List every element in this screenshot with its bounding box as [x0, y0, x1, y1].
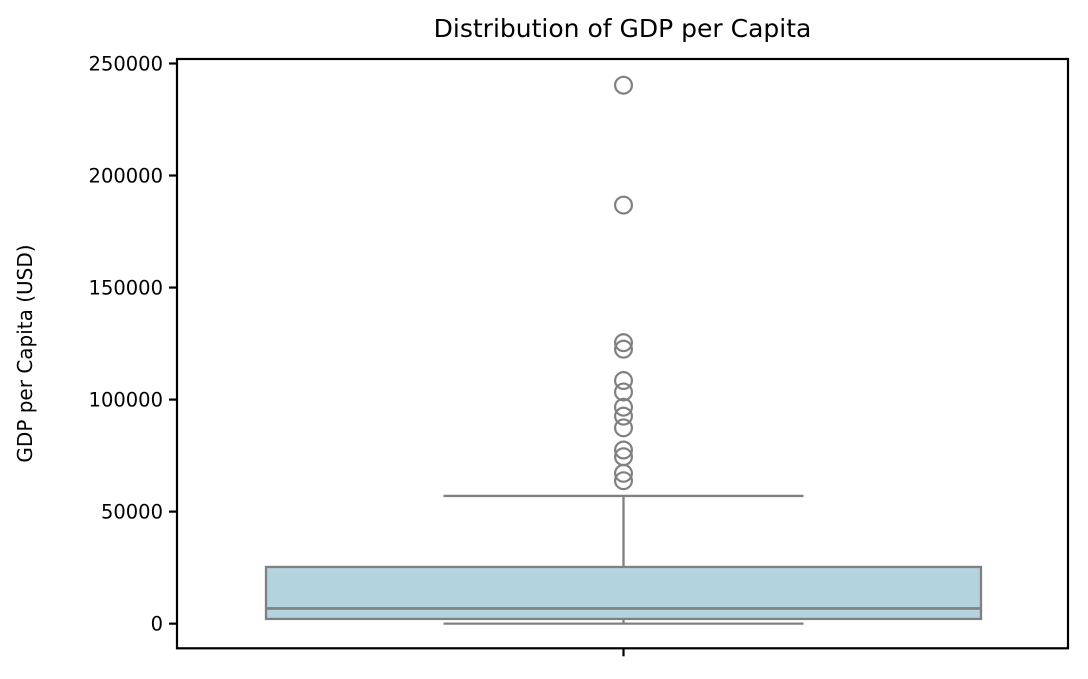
outlier-point: [613, 333, 633, 353]
iqr-box: [264, 565, 983, 621]
outlier-point: [613, 418, 633, 438]
y-tick-label: 50000: [101, 501, 163, 524]
outlier-point: [613, 440, 633, 460]
y-tick-label: 250000: [89, 53, 163, 76]
outlier-point: [613, 195, 633, 215]
y-tick-label: 150000: [89, 277, 163, 300]
y-tick-label: 0: [151, 613, 163, 636]
y-tick-label: 200000: [89, 165, 163, 188]
plot-area: 0 50000 100000 150000 200000 250000: [89, 53, 1070, 657]
outlier-point: [613, 339, 633, 359]
outlier-point: [613, 463, 633, 483]
outlier-point: [613, 382, 633, 402]
outlier-point: [613, 75, 633, 95]
y-tick-label: 100000: [89, 389, 163, 412]
outlier-point: [613, 371, 633, 391]
y-axis-label: GDP per Capita (USD): [13, 244, 37, 462]
outlier-point: [613, 406, 633, 426]
outlier-point: [613, 397, 633, 417]
outlier-point: [613, 471, 633, 491]
chart-title: Distribution of GDP per Capita: [434, 14, 812, 43]
